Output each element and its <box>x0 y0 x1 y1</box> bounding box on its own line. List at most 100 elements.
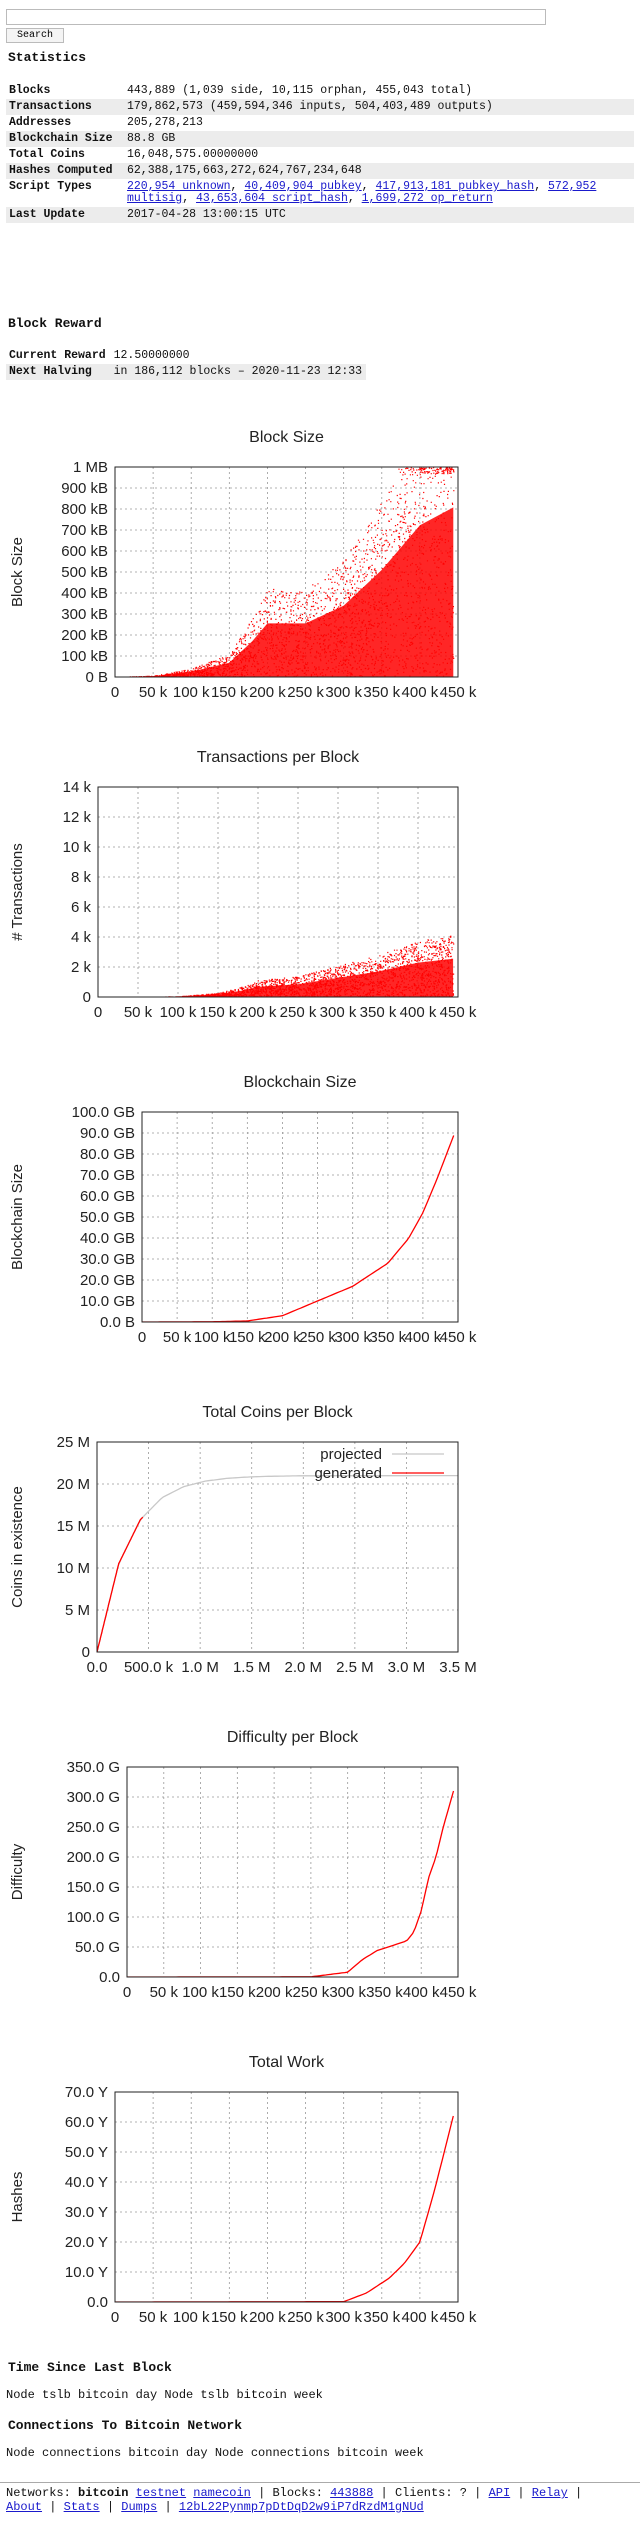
chart-title: Blockchain Size <box>244 1074 357 1091</box>
row-label: Addresses <box>9 116 72 129</box>
x-tick-label: 50 k <box>139 2309 168 2326</box>
y-tick-label: 200 kB <box>61 627 108 644</box>
search-bar: Search <box>0 0 640 43</box>
x-tick-label: 450 k <box>440 1329 477 1346</box>
y-tick-label: 8 k <box>71 869 92 886</box>
x-tick-label: 400 k <box>403 1984 440 2001</box>
plot-frame <box>141 1111 459 1323</box>
y-tick-label: 100.0 GB <box>72 1104 135 1121</box>
donation-address-link[interactable]: 12bL22Pynmp7pDtDqD2w9iP7dRzdM1gNUd <box>178 2500 424 2514</box>
plot-area <box>127 1790 455 1977</box>
chart-title: Total Work <box>249 2054 325 2071</box>
x-tick-label: 1.0 M <box>181 1659 219 1676</box>
series-line-generated <box>97 1516 144 1652</box>
y-axis-label: Blockchain Size <box>9 1164 26 1270</box>
y-tick-label: 200.0 G <box>67 1849 120 1866</box>
plot-frame <box>97 786 459 998</box>
script-type-link[interactable]: 572,952 multisig <box>127 180 597 205</box>
x-tick-label: 200 k <box>249 684 286 701</box>
x-tick-label: 400 k <box>400 1004 437 1021</box>
x-tick-label: 350 k <box>360 1004 397 1021</box>
y-tick-label: 50.0 GB <box>80 1209 135 1226</box>
script-type-link[interactable]: 43,653,604 script_hash <box>196 192 348 205</box>
row-label: Script Types <box>9 180 92 193</box>
x-tick-label: 50 k <box>163 1329 192 1346</box>
x-tick-label: 3.0 M <box>388 1659 426 1676</box>
chart-title: Total Coins per Block <box>202 1404 353 1421</box>
x-tick-label: 300 k <box>325 2309 362 2326</box>
x-tick-label: 0 <box>111 684 119 701</box>
y-tick-label: 0 <box>83 989 91 1006</box>
x-tick-label: 400 k <box>405 1329 442 1346</box>
x-tick-label: 200 k <box>264 1329 301 1346</box>
connections-heading: Connections To Bitcoin Network <box>8 2418 243 2433</box>
y-tick-label: 500 kB <box>61 564 108 581</box>
data-points <box>98 935 455 997</box>
y-tick-label: 15 M <box>57 1518 90 1535</box>
network-current: bitcoin <box>78 2486 129 2500</box>
x-tick-label: 350 k <box>363 684 400 701</box>
x-tick-label: 250 k <box>287 684 324 701</box>
series-line <box>127 1790 455 1977</box>
x-tick-label: 450 k <box>440 684 477 701</box>
x-tick-label: 250 k <box>299 1329 336 1346</box>
data-density-area <box>98 958 454 997</box>
script-type-link[interactable]: 40,409,904 pubkey <box>244 180 362 193</box>
legend-label: projected <box>320 1446 382 1463</box>
script-type-link[interactable]: 1,699,272 op_return <box>361 192 493 205</box>
row-label: Blocks <box>9 84 51 97</box>
dumps-link[interactable]: Dumps <box>121 2500 158 2514</box>
search-input[interactable] <box>6 9 546 25</box>
y-axis-label: # Transactions <box>9 843 26 941</box>
x-tick-label: 450 k <box>440 1984 477 2001</box>
table-row: Blockchain Size 88.8 GB <box>6 131 634 147</box>
blocks-link[interactable]: 443888 <box>330 2486 374 2500</box>
about-link[interactable]: About <box>6 2500 43 2514</box>
script-type-link[interactable]: 417,913,181 pubkey_hash <box>375 180 535 193</box>
x-tick-label: 200 k <box>256 1984 293 2001</box>
x-tick-label: 400 k <box>402 684 439 701</box>
stats-link[interactable]: Stats <box>63 2500 100 2514</box>
x-tick-label: 450 k <box>440 1004 477 1021</box>
plot-area <box>97 1474 458 1652</box>
y-tick-label: 40.0 Y <box>65 2174 108 2191</box>
y-axis-label: Difficulty <box>9 1843 26 1900</box>
x-tick-label: 100 k <box>194 1329 231 1346</box>
y-tick-label: 350.0 G <box>67 1759 120 1776</box>
x-tick-label: 400 k <box>402 2309 439 2326</box>
script-type-link[interactable]: 220,954 unknown <box>127 180 231 193</box>
time-since-heading: Time Since Last Block <box>8 2360 172 2375</box>
row-value: 88.8 GB <box>127 132 176 145</box>
y-tick-label: 50.0 Y <box>65 2144 108 2161</box>
x-tick-label: 300 k <box>320 1004 357 1021</box>
x-tick-label: 0 <box>138 1329 146 1346</box>
y-tick-label: 0 B <box>85 669 108 686</box>
row-value: 205,278,213 <box>127 116 203 129</box>
api-link[interactable]: API <box>488 2486 511 2500</box>
table-row: Total Coins 16,048,575.00000000 <box>6 147 634 163</box>
row-label: Current Reward <box>9 349 106 362</box>
x-tick-label: 300 k <box>329 1984 366 2001</box>
network-link-testnet[interactable]: testnet <box>135 2486 187 2500</box>
y-tick-label: 250.0 G <box>67 1819 120 1836</box>
transactions-per-block-chart: Transactions per Block # Transactions 0 50 … <box>9 749 477 1021</box>
search-button[interactable]: Search <box>6 28 64 43</box>
y-tick-label: 300.0 G <box>67 1789 120 1806</box>
y-tick-label: 0 <box>82 1644 90 1661</box>
relay-link[interactable]: Relay <box>531 2486 568 2500</box>
x-tick-label: 350 k <box>366 1984 403 2001</box>
y-tick-label: 20.0 GB <box>80 1272 135 1289</box>
row-value: 16,048,575.00000000 <box>127 148 259 161</box>
y-axis-label: Block Size <box>9 537 26 607</box>
y-tick-label: 30.0 GB <box>80 1251 135 1268</box>
x-tick-label: 150 k <box>219 1984 256 2001</box>
row-label: Hashes Computed <box>9 164 113 177</box>
y-tick-label: 90.0 GB <box>80 1125 135 1142</box>
plot-area <box>115 2115 454 2302</box>
y-tick-label: 0.0 <box>99 1969 120 1986</box>
x-tick-label: 150 k <box>211 684 248 701</box>
network-link-namecoin[interactable]: namecoin <box>193 2486 251 2500</box>
x-tick-label: 3.5 M <box>439 1659 477 1676</box>
x-tick-label: 200 k <box>240 1004 277 1021</box>
y-tick-label: 6 k <box>71 899 92 916</box>
